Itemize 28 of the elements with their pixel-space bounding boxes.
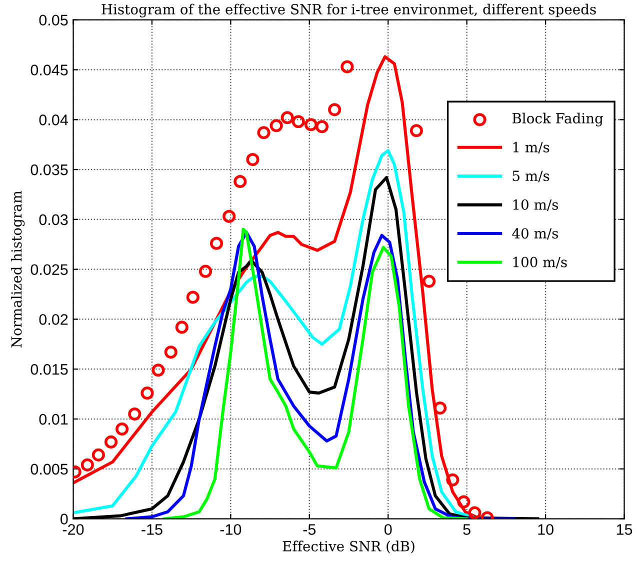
x-tick-label: 10 [538, 524, 554, 535]
x-tick-label: -10 [220, 524, 242, 535]
x-tick-label: 0 [384, 524, 392, 535]
x-axis-title: Effective SNR (dB) [282, 540, 414, 554]
y-tick-label: 0.01 [39, 414, 68, 425]
y-tick-label: 0.015 [30, 364, 68, 375]
chart-title: Histogram of the effective SNR for i-tree environmet, different speeds [102, 4, 596, 18]
y-tick-label: 0.02 [39, 314, 68, 325]
legend-label: 10 m/s [513, 199, 558, 211]
y-axis-title: Normalized histogram [10, 190, 25, 348]
x-tick-label: -20 [62, 524, 84, 535]
x-tick-label: 15 [616, 524, 632, 535]
x-tick-label: -5 [303, 524, 316, 535]
y-tick-label: 0.04 [39, 114, 68, 126]
y-tick-label: 0 [60, 514, 68, 524]
legend-label: 5 m/s [512, 170, 550, 182]
y-tick-label: 0.05 [39, 14, 68, 26]
y-tick-label: 0.025 [30, 264, 68, 276]
y-tick-label: 0.035 [30, 164, 68, 176]
legend-label: 100 m/s [513, 256, 567, 268]
y-tick-label: 0.045 [30, 64, 68, 76]
legend-label: Block Fading [512, 112, 604, 126]
x-tick-label: 5 [463, 524, 470, 535]
y-tick-label: 0.03 [39, 214, 68, 226]
y-tick-label: 0.005 [30, 464, 68, 475]
legend-label: 40 m/s [512, 228, 558, 240]
legend-label: 1 m/s [513, 142, 550, 154]
x-tick-label: -15 [142, 524, 162, 535]
